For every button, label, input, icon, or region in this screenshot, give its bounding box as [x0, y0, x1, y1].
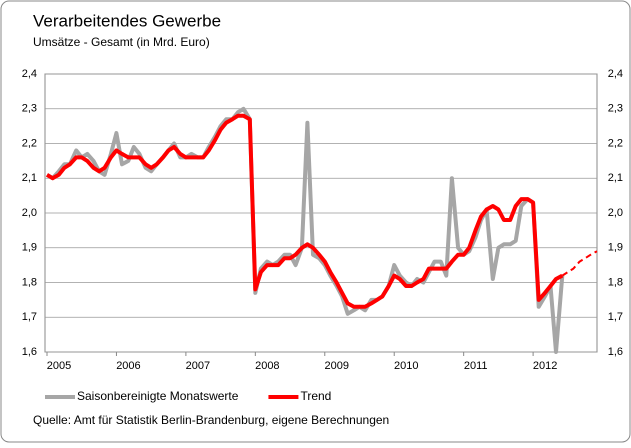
y2-tick-label: 1,8 [608, 276, 623, 288]
x-tick-label: 2010 [394, 360, 418, 372]
y2-tick-label: 2,3 [608, 103, 623, 115]
y-tick-label: 1,6 [22, 346, 37, 358]
chart-subtitle: Umsätze - Gesamt (in Mrd. Euro) [33, 35, 210, 49]
y-tick-label: 2,2 [22, 137, 37, 149]
x-tick-label: 2007 [186, 360, 210, 372]
y-tick-label: 2,3 [22, 103, 37, 115]
y2-tick-label: 2,4 [608, 68, 623, 80]
x-tick-label: 2009 [325, 360, 349, 372]
y-tick-label: 1,8 [22, 276, 37, 288]
series-line [561, 250, 598, 277]
y-tick-label: 1,9 [22, 242, 37, 254]
series-line [45, 113, 564, 309]
y2-tick-label: 2,2 [608, 137, 623, 149]
legend-label: Trend [300, 389, 331, 403]
y-tick-label: 2,0 [22, 207, 37, 219]
y2-tick-label: 1,6 [608, 346, 623, 358]
x-tick-label: 2005 [47, 360, 71, 372]
y2-tick-label: 1,7 [608, 311, 623, 323]
y-tick-label: 1,7 [22, 311, 37, 323]
y2-tick-label: 2,1 [608, 172, 623, 184]
y2-tick-label: 2,0 [608, 207, 623, 219]
x-tick-label: 2012 [533, 360, 557, 372]
y-tick-label: 2,4 [22, 68, 37, 80]
x-tick-label: 2011 [464, 360, 488, 372]
series-line [45, 106, 565, 354]
chart-title: Verarbeitendes Gewerbe [33, 11, 221, 30]
y2-tick-label: 1,9 [608, 242, 623, 254]
source-note: Quelle: Amt für Statistik Berlin-Branden… [33, 413, 389, 427]
legend-label: Saisonbereinigte Monatswerte [77, 389, 239, 403]
y-tick-label: 2,1 [22, 172, 37, 184]
x-tick-label: 2006 [116, 360, 140, 372]
x-tick-label: 2008 [255, 360, 279, 372]
